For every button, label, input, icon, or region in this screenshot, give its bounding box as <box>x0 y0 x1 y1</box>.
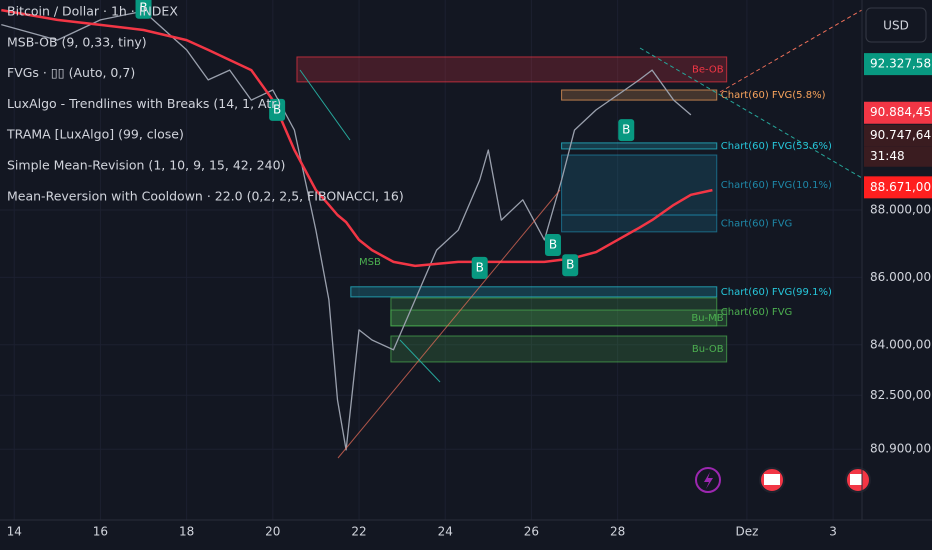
flag-icon <box>850 474 862 485</box>
zone-label: Be-OB <box>692 64 724 75</box>
zone <box>350 286 718 298</box>
signal-label: B <box>476 260 484 274</box>
y-tick-label: 86.000,00 <box>870 270 931 284</box>
zone-label: Chart(60) FVG(99.1%) <box>721 287 832 298</box>
zone-label: Chart(60) FVG(10.1%) <box>721 180 832 191</box>
legend-entry: Mean-Reversion with Cooldown · 22.0 (0,2… <box>7 188 404 203</box>
annotation: MSB <box>359 257 381 268</box>
zone <box>561 142 718 150</box>
x-tick-label: 20 <box>265 525 280 539</box>
signal-badge <box>269 98 286 121</box>
trendline <box>719 9 863 93</box>
x-tick-label: 3 <box>829 525 837 539</box>
price-tag-label: 92.327,58 <box>870 57 931 71</box>
y-tick-label: 88.000,00 <box>870 202 931 216</box>
zone <box>390 335 728 363</box>
series-line <box>1 8 713 268</box>
zone-label: Chart(60) FVG(53.6%) <box>721 141 832 152</box>
zone <box>561 214 718 233</box>
zone-label: Bu-MB <box>691 313 723 324</box>
zone-label: Chart(60) FVG <box>721 218 793 229</box>
flag-icon <box>764 474 780 485</box>
trendline <box>337 189 561 459</box>
event-icon <box>704 472 713 489</box>
zone-label: Chart(60) FVG(5.8%) <box>721 90 826 101</box>
zone <box>561 154 718 216</box>
trendline <box>299 69 351 141</box>
trendline <box>399 339 441 383</box>
signal-badge <box>562 254 579 277</box>
legend-entry: Simple Mean-Revision (1, 10, 9, 15, 42, … <box>7 158 285 173</box>
y-tick-label: 82.500,00 <box>870 388 931 402</box>
legend-entry: MSB-OB (9, 0,33, tiny) <box>7 34 147 49</box>
series-line <box>1 10 692 451</box>
countdown-bg <box>864 146 932 167</box>
signal-label: B <box>566 258 574 272</box>
price-tag-label: 88.671,00 <box>870 180 931 194</box>
y-tick-label: 84.000,00 <box>870 337 931 351</box>
legend-entry: TRAMA [LuxAlgo] (99, close) <box>6 127 184 142</box>
zone-label: Bu-OB <box>692 344 724 355</box>
price-tag <box>864 176 932 199</box>
countdown: 31:48 <box>870 149 905 163</box>
signal-label: B <box>273 102 281 116</box>
price-tag <box>864 101 932 124</box>
x-tick-label: 24 <box>438 525 453 539</box>
signal-badge <box>135 0 152 19</box>
price-tag <box>864 124 932 147</box>
legend-entry: FVGs · ▯▯ (Auto, 0,7) <box>7 65 135 80</box>
zone <box>296 56 728 83</box>
zone <box>390 309 728 327</box>
signal-badge <box>544 234 561 257</box>
x-tick-label: 26 <box>524 525 539 539</box>
x-tick-label: 18 <box>179 525 194 539</box>
x-tick-label: 16 <box>93 525 108 539</box>
currency-button[interactable] <box>865 7 927 43</box>
trendline <box>639 47 863 179</box>
signal-label: B <box>139 0 147 14</box>
signal-badge <box>618 119 635 142</box>
signal-label: B <box>622 123 630 137</box>
x-tick-label: Dez <box>735 525 758 539</box>
signal-badge <box>471 256 488 279</box>
price-tag <box>864 53 932 76</box>
legend-entry: LuxAlgo - Trendlines with Breaks (14, 1,… <box>7 96 281 111</box>
event-icon[interactable] <box>695 467 721 493</box>
zone <box>561 89 718 101</box>
price-tag-label: 90.747,64 <box>870 128 931 142</box>
x-tick-label: 22 <box>351 525 366 539</box>
signal-label: B <box>549 238 557 252</box>
zone-label: Chart(60) FVG <box>721 307 793 318</box>
y-tick-label: 80.900,00 <box>870 442 931 456</box>
plot-area: Be-OB Chart(60) FVG(5.8%) Chart(60) FVG(53… <box>0 0 862 520</box>
currency-label: USD <box>883 19 909 33</box>
x-tick-label: 28 <box>610 525 625 539</box>
price-tag-label: 90.884,45 <box>870 105 931 119</box>
x-tick-label: 14 <box>7 525 22 539</box>
legend-entry: Bitcoin / Dollar · 1h · INDEX <box>7 4 178 19</box>
